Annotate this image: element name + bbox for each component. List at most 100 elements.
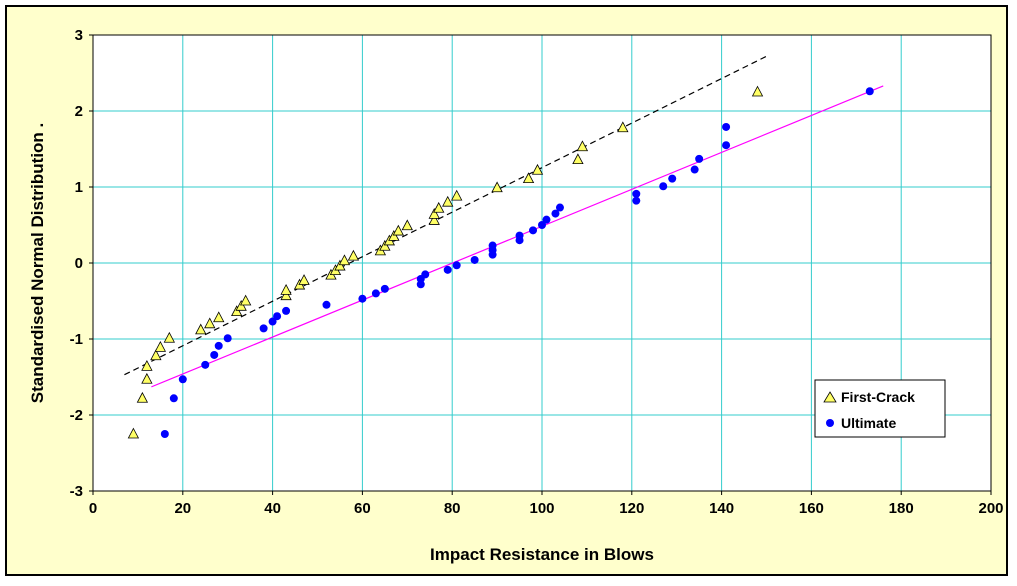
point-ultimate — [488, 241, 497, 250]
point-ultimate — [632, 196, 641, 205]
point-first-crack — [491, 181, 503, 193]
point-first-crack — [141, 360, 153, 371]
point-ultimate — [358, 294, 367, 303]
point-ultimate — [201, 360, 210, 369]
point-first-crack — [334, 259, 346, 271]
point-first-crack — [392, 224, 404, 236]
legend-label-first-crack: First-Crack — [841, 389, 915, 405]
point-first-crack — [280, 284, 292, 295]
point-first-crack — [298, 274, 310, 285]
point-first-crack — [522, 172, 535, 184]
point-ultimate — [690, 165, 699, 174]
point-first-crack — [451, 189, 463, 201]
x-tick-label: 160 — [799, 500, 824, 517]
point-ultimate — [515, 231, 524, 240]
point-ultimate — [695, 154, 704, 163]
point-ultimate — [223, 334, 232, 343]
x-tick-label: 60 — [354, 500, 371, 517]
point-ultimate — [470, 255, 479, 264]
x-tick-label: 100 — [529, 500, 554, 517]
legend: First-Crack Ultimate — [814, 379, 946, 438]
point-ultimate — [210, 350, 219, 359]
point-ultimate — [268, 317, 277, 326]
point-first-crack — [428, 208, 440, 219]
point-first-crack — [136, 391, 149, 403]
x-tick-label: 40 — [264, 500, 281, 517]
x-tick-labels: 0 20 40 60 80 100 120 140 160 180 200 — [89, 491, 1004, 517]
data-points — [127, 85, 874, 439]
point-first-crack — [280, 289, 292, 301]
point-ultimate — [282, 306, 291, 315]
point-ultimate — [452, 261, 461, 270]
point-ultimate — [322, 300, 331, 309]
point-first-crack — [204, 317, 216, 329]
y-tick-label: -2 — [70, 407, 83, 424]
point-first-crack — [195, 323, 207, 335]
point-ultimate — [668, 174, 677, 183]
point-ultimate — [542, 215, 551, 224]
legend-label-ultimate: Ultimate — [841, 415, 896, 431]
y-tick-label: 3 — [75, 27, 83, 44]
point-ultimate — [529, 226, 538, 235]
point-ultimate — [538, 221, 546, 229]
point-ultimate — [380, 284, 389, 293]
y-tick-labels: -3 -2 -1 0 1 2 3 — [70, 27, 93, 500]
point-first-crack — [154, 341, 167, 352]
point-first-crack — [347, 249, 360, 261]
point-first-crack — [442, 195, 454, 207]
point-first-crack — [428, 214, 440, 225]
point-first-crack — [576, 140, 589, 152]
x-tick-label: 200 — [978, 500, 1003, 517]
point-ultimate — [632, 189, 641, 198]
legend-marker-first-crack — [823, 391, 837, 403]
point-first-crack — [338, 254, 351, 266]
y-tick-label: 2 — [75, 103, 83, 120]
x-tick-label: 120 — [619, 500, 644, 517]
point-ultimate — [865, 87, 874, 96]
x-axis-title: Impact Resistance in Blows — [430, 545, 654, 564]
point-first-crack — [379, 239, 391, 251]
point-ultimate — [273, 312, 282, 321]
point-ultimate — [722, 141, 731, 150]
point-first-crack — [433, 201, 445, 213]
point-first-crack — [751, 85, 764, 97]
y-tick-label: -1 — [70, 331, 83, 348]
point-first-crack — [141, 372, 153, 384]
y-tick-label: 0 — [75, 255, 83, 272]
point-first-crack — [231, 305, 243, 317]
point-ultimate — [160, 430, 169, 438]
point-first-crack — [388, 230, 400, 241]
x-tick-label: 80 — [444, 500, 461, 517]
point-first-crack — [531, 163, 544, 175]
point-ultimate — [169, 394, 178, 403]
point-ultimate — [214, 341, 223, 350]
x-tick-label: 180 — [889, 500, 914, 517]
point-first-crack — [150, 349, 162, 361]
point-first-crack — [213, 311, 225, 323]
point-ultimate — [551, 209, 560, 218]
point-ultimate — [421, 270, 430, 279]
x-tick-label: 0 — [89, 500, 97, 517]
y-axis-title: Standardised Normal Distribution . — [28, 123, 47, 404]
point-ultimate — [259, 324, 268, 333]
legend-marker-ultimate — [826, 419, 834, 427]
point-ultimate — [443, 265, 452, 274]
y-tick-label: -3 — [70, 483, 83, 500]
x-tick-label: 20 — [174, 500, 191, 517]
y-tick-label: 1 — [75, 179, 83, 196]
point-ultimate — [178, 375, 187, 384]
point-first-crack — [235, 299, 247, 311]
point-first-crack — [239, 294, 252, 306]
legend-box — [814, 379, 946, 438]
point-first-crack — [163, 331, 175, 343]
point-ultimate — [722, 122, 731, 131]
point-ultimate — [371, 289, 380, 298]
point-first-crack — [617, 121, 629, 133]
x-tick-label: 140 — [709, 500, 734, 517]
point-ultimate — [555, 203, 564, 212]
point-first-crack — [127, 427, 140, 439]
point-first-crack — [401, 219, 413, 231]
point-first-crack — [572, 153, 584, 165]
point-ultimate — [659, 182, 668, 191]
